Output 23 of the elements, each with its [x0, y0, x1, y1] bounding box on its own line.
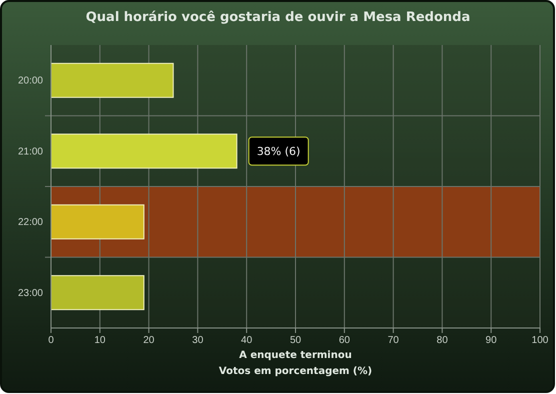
bar [50, 275, 144, 310]
y-tick-label: 23:00 [18, 288, 44, 299]
bar [50, 134, 238, 169]
x-tick-label: 30 [192, 335, 204, 346]
y-tick-label: 22:00 [18, 217, 44, 228]
x-axis-title: Votos em porcentagem (%) [218, 366, 372, 377]
chart-title: Qual horário você gostaria de ouvir a Mesa Redonda [86, 10, 470, 25]
x-tick-label: 80 [436, 335, 448, 346]
bar [50, 62, 174, 98]
y-tick-label: 21:00 [18, 146, 44, 158]
x-tick-label: 50 [290, 335, 302, 346]
y-tick-label: 20:00 [18, 76, 44, 87]
text: A enquete terminou [239, 350, 352, 361]
x-tick-label: 0 [48, 335, 54, 346]
x-tick-label: 40 [241, 335, 253, 346]
annotation: 38% (6) [256, 145, 300, 158]
bar [50, 204, 144, 240]
x-tick-label: 70 [388, 335, 400, 346]
x-tick-label: 20 [143, 335, 155, 346]
x-tick-label: 10 [94, 335, 106, 346]
x-tick-label: 60 [338, 335, 350, 346]
x-tick-label: 90 [486, 335, 498, 346]
x-tick-label: 100 [532, 335, 549, 346]
